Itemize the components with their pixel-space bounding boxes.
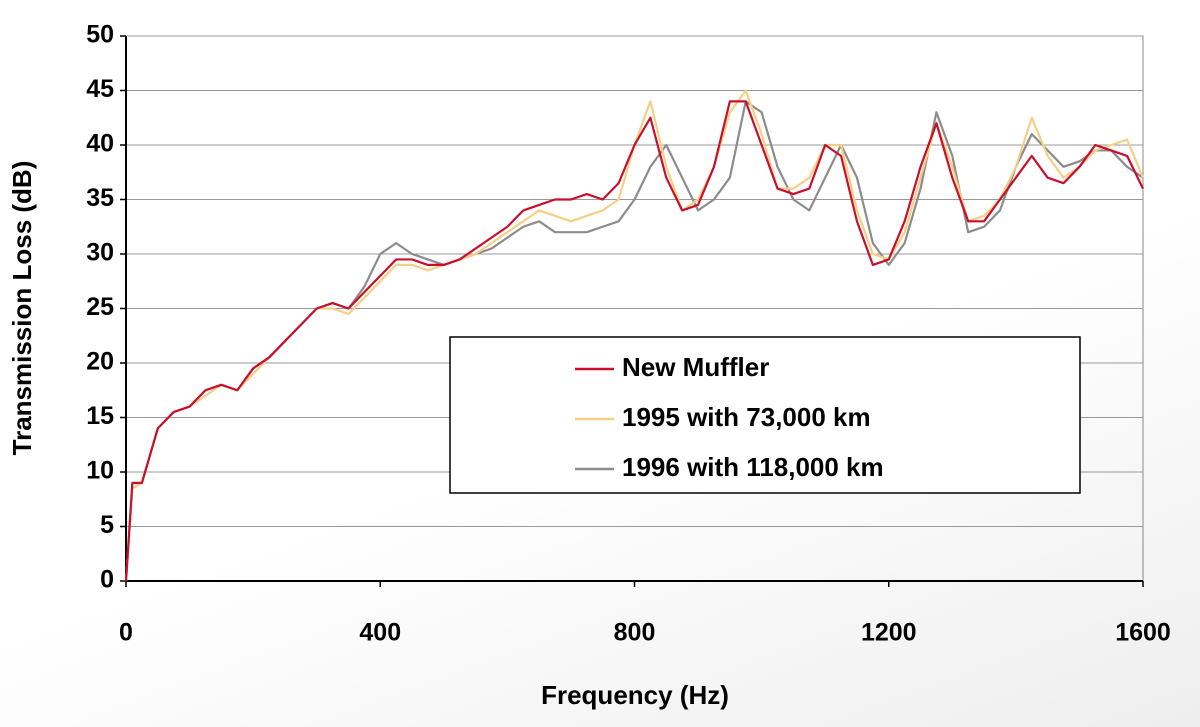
y-tick-label: 0 bbox=[100, 566, 114, 594]
y-axis-title: Transmission Loss (dB) bbox=[7, 161, 37, 456]
y-tick-label: 25 bbox=[86, 293, 114, 321]
y-tick-label: 15 bbox=[86, 402, 114, 430]
x-tick-label: 1600 bbox=[1115, 619, 1171, 647]
x-tick-label: 0 bbox=[119, 619, 133, 647]
y-tick-label: 50 bbox=[86, 21, 114, 49]
y-tick-label: 20 bbox=[86, 348, 114, 376]
series-line bbox=[124, 89, 1145, 582]
y-tick-label: 40 bbox=[86, 130, 114, 158]
y-tick-label: 5 bbox=[100, 511, 114, 539]
x-tick-label: 1200 bbox=[861, 619, 917, 647]
y-tick-label: 35 bbox=[86, 184, 114, 212]
series-line bbox=[124, 100, 1144, 582]
legend-label: New Muffler bbox=[622, 352, 769, 382]
x-tick-label: 400 bbox=[359, 619, 401, 647]
x-tick-label: 800 bbox=[614, 619, 656, 647]
legend-box bbox=[449, 336, 1081, 494]
legend-label: 1995 with 73,000 km bbox=[622, 402, 871, 432]
y-tick-label: 10 bbox=[86, 457, 114, 485]
legend-label: 1996 with 118,000 km bbox=[622, 452, 884, 482]
y-tick-label: 30 bbox=[86, 239, 114, 267]
y-tick-label: 45 bbox=[86, 75, 114, 103]
x-axis-title: Frequency (Hz) bbox=[541, 680, 729, 710]
